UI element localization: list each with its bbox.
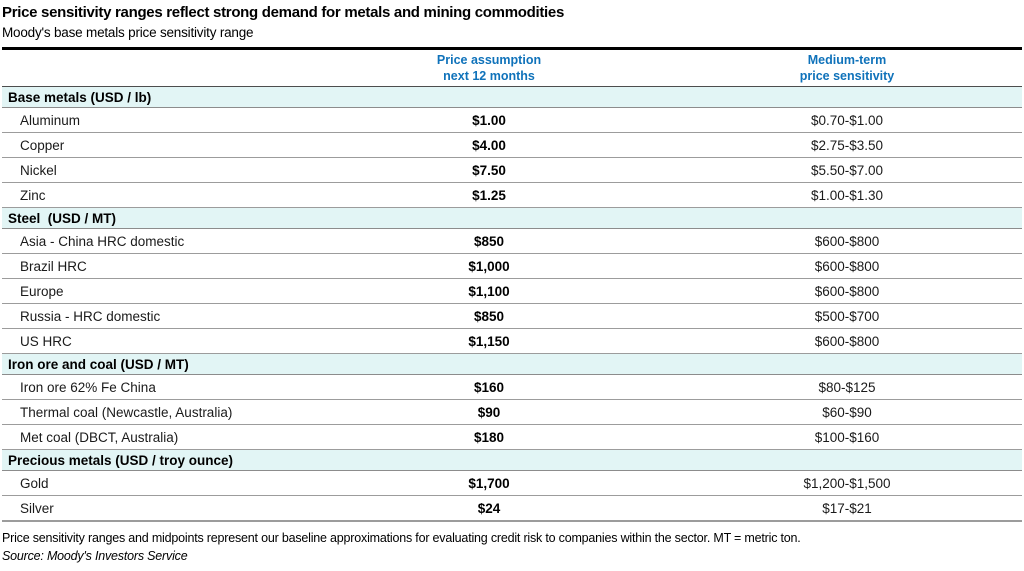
commodity-name: Europe	[20, 283, 64, 299]
price-sensitivity-table: Price assumption next 12 months Medium-t…	[2, 47, 1022, 522]
section-label: Base metals (USD / lb)	[8, 89, 152, 105]
table-row: Asia - China HRC domestic $850 $600-$800	[2, 229, 1022, 254]
table-row: Gold $1,700 $1,200-$1,500	[2, 471, 1022, 496]
price-assumption-value: $180	[473, 429, 505, 445]
price-sensitivity-column-header: Medium-term price sensitivity	[672, 52, 1022, 84]
table-row: Aluminum $1.00 $0.70-$1.00	[2, 108, 1022, 133]
section-label: Precious metals (USD / troy ounce)	[8, 452, 234, 468]
price-assumption-value: $850	[473, 233, 505, 249]
commodity-name: Iron ore 62% Fe China	[20, 379, 156, 395]
commodity-name: Brazil HRC	[20, 258, 87, 274]
commodity-name: Aluminum	[20, 112, 81, 128]
price-assumption-value: $90	[477, 404, 501, 420]
commodity-name: Silver	[20, 500, 54, 516]
table-row: US HRC $1,150 $600-$800	[2, 329, 1022, 354]
table-row: Met coal (DBCT, Australia) $180 $100-$160	[2, 425, 1022, 450]
table-row: Brazil HRC $1,000 $600-$800	[2, 254, 1022, 279]
table-row: Thermal coal (Newcastle, Australia) $90 $6…	[2, 400, 1022, 425]
price-sensitivity-header-line1: Medium-term	[807, 53, 887, 67]
price-sensitivity-value: $100-$160	[814, 429, 880, 445]
page-subtitle: Moody's base metals price sensitivity ra…	[2, 25, 254, 40]
price-assumption-header-line1: Price assumption	[436, 53, 542, 67]
price-assumption-value: $160	[473, 379, 505, 395]
price-assumption-value: $850	[473, 308, 505, 324]
commodity-name: Thermal coal (Newcastle, Australia)	[20, 404, 233, 420]
price-sensitivity-value: $2.75-$3.50	[810, 137, 884, 153]
commodity-name: Asia - China HRC domestic	[20, 233, 185, 249]
section-header: Iron ore and coal (USD / MT)	[2, 354, 1022, 375]
page-title: Price sensitivity ranges reflect strong …	[2, 4, 564, 21]
price-assumption-value: $1.00	[472, 112, 506, 128]
section-label: Steel (USD / MT)	[8, 210, 117, 226]
commodity-name: Russia - HRC domestic	[20, 308, 161, 324]
footnote: Price sensitivity ranges and midpoints r…	[2, 531, 801, 545]
table-row: Iron ore 62% Fe China $160 $80-$125	[2, 375, 1022, 400]
table-row: Silver $24 $17-$21	[2, 496, 1022, 520]
section-header: Precious metals (USD / troy ounce)	[2, 450, 1022, 471]
table-row: Europe $1,100 $600-$800	[2, 279, 1022, 304]
commodity-name: Nickel	[20, 162, 57, 178]
commodity-name: Zinc	[20, 187, 46, 203]
price-assumption-value: $1,700	[468, 475, 510, 491]
price-sensitivity-value: $0.70-$1.00	[810, 112, 884, 128]
price-assumption-value: $1,000	[468, 258, 510, 274]
price-assumption-column-header: Price assumption next 12 months	[306, 52, 672, 84]
table-row: Nickel $7.50 $5.50-$7.00	[2, 158, 1022, 183]
table-row: Copper $4.00 $2.75-$3.50	[2, 133, 1022, 158]
price-sensitivity-header-line2: price sensitivity	[799, 69, 895, 83]
price-sensitivity-value: $60-$90	[822, 404, 872, 420]
price-assumption-value: $24	[477, 500, 501, 516]
price-assumption-value: $1,100	[468, 283, 510, 299]
commodity-name: Copper	[20, 137, 65, 153]
table-row: Zinc $1.25 $1.00-$1.30	[2, 183, 1022, 208]
price-sensitivity-value: $17-$21	[822, 500, 872, 516]
table-row: Russia - HRC domestic $850 $500-$700	[2, 304, 1022, 329]
price-sensitivity-value: $1.00-$1.30	[810, 187, 884, 203]
price-assumption-value: $4.00	[472, 137, 506, 153]
section-header: Base metals (USD / lb)	[2, 87, 1022, 108]
price-sensitivity-value: $80-$125	[818, 379, 876, 395]
table-header-row: Price assumption next 12 months Medium-t…	[2, 50, 1022, 87]
commodity-name: Gold	[20, 475, 49, 491]
section-header: Steel (USD / MT)	[2, 208, 1022, 229]
commodity-name: Met coal (DBCT, Australia)	[20, 429, 179, 445]
price-sensitivity-value: $500-$700	[814, 308, 880, 324]
commodity-name: US HRC	[20, 333, 72, 349]
price-assumption-header-line2: next 12 months	[443, 69, 535, 83]
price-sensitivity-value: $600-$800	[814, 233, 880, 249]
price-assumption-value: $1.25	[472, 187, 506, 203]
price-assumption-value: $7.50	[472, 162, 506, 178]
price-sensitivity-value: $1,200-$1,500	[803, 475, 891, 491]
price-sensitivity-value: $600-$800	[814, 333, 880, 349]
source-line: Source: Moody's Investors Service	[2, 549, 188, 563]
table-body: Base metals (USD / lb) Aluminum $1.00 $0.70…	[2, 87, 1022, 520]
section-label: Iron ore and coal (USD / MT)	[8, 356, 189, 372]
price-sensitivity-value: $600-$800	[814, 258, 880, 274]
price-sensitivity-value: $600-$800	[814, 283, 880, 299]
price-sensitivity-value: $5.50-$7.00	[810, 162, 884, 178]
price-assumption-value: $1,150	[468, 333, 510, 349]
